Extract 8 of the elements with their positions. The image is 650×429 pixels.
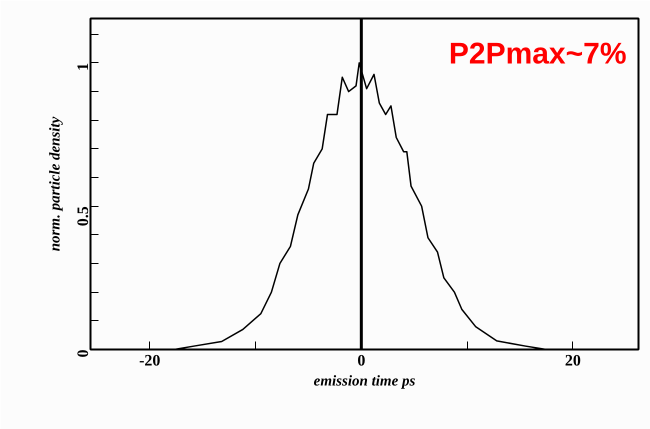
y-tick-label: 0.5 <box>75 206 92 226</box>
x-tick-label: 20 <box>564 352 581 370</box>
x-tick-label: -20 <box>139 352 160 370</box>
x-tick-label: 0 <box>357 352 366 370</box>
x-axis-title: emission time ps <box>314 374 416 390</box>
y-axis-title: norm. particle density <box>48 116 64 252</box>
y-tick-label: 1 <box>75 62 92 71</box>
annotation: P2Pmax~7% <box>448 38 627 70</box>
